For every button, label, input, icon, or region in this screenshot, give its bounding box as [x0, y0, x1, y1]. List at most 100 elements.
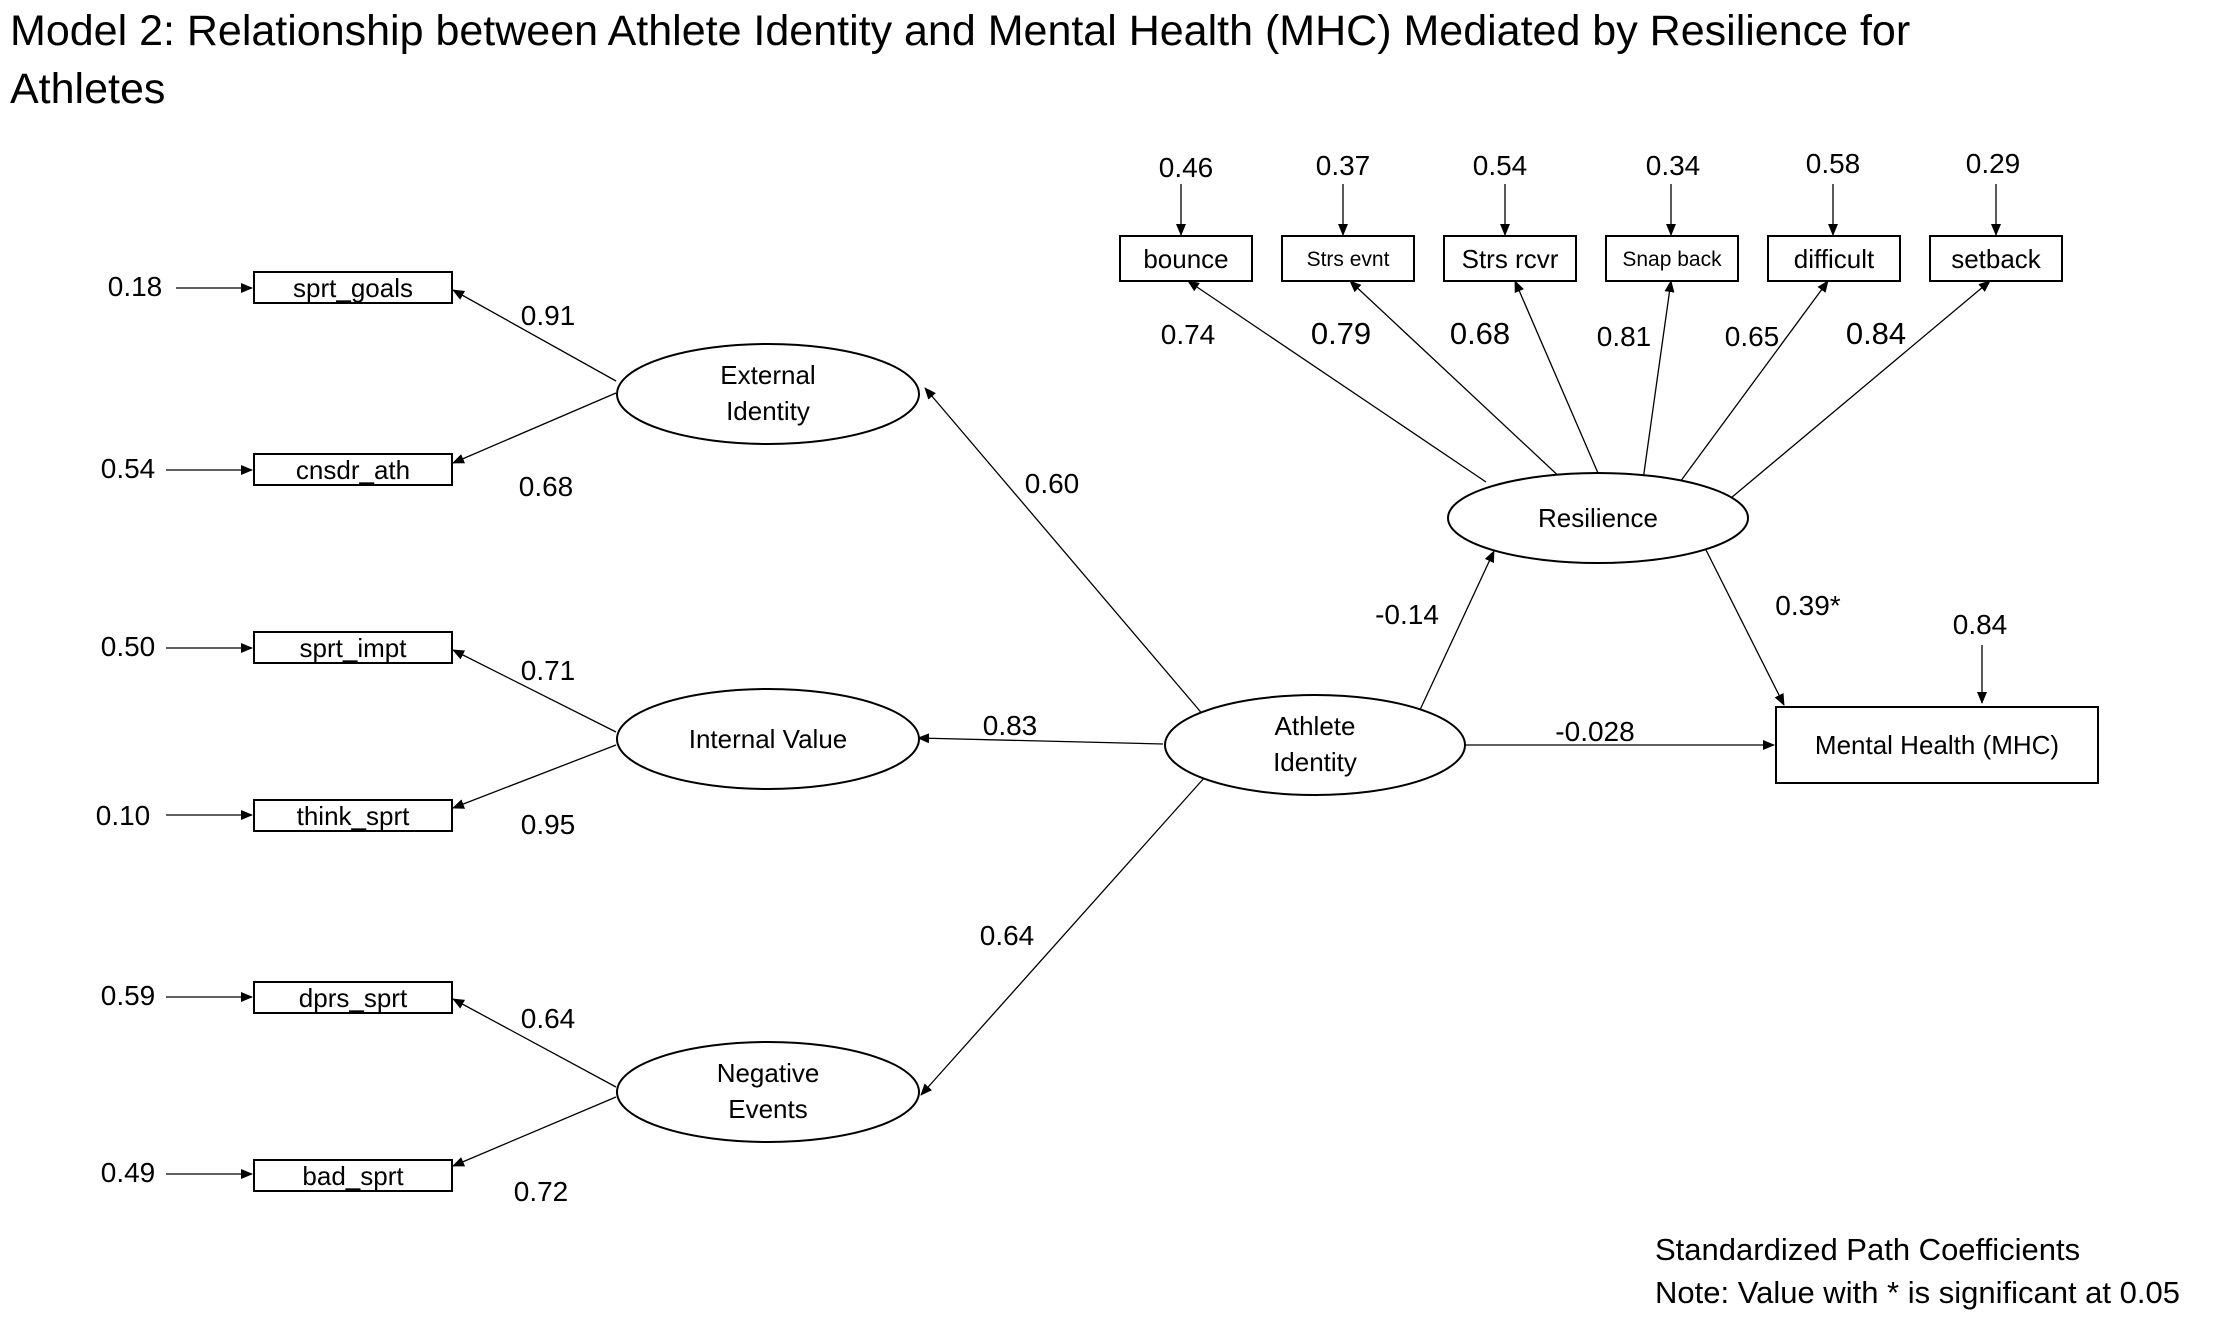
loading-value-cnsdr-ath: 0.68 — [519, 471, 574, 502]
loading-value-think-sprt: 0.95 — [521, 809, 576, 840]
latent-label-line-1: Athlete — [1275, 711, 1356, 741]
loading-value-bad-sprt: 0.72 — [514, 1176, 569, 1207]
indicator-snap-back: Snap back — [1605, 235, 1739, 282]
loading-arrow-think-sprt — [452, 744, 617, 809]
loading-arrow-snap-back — [1642, 280, 1675, 481]
error-value-cnsdr-ath: 0.54 — [101, 453, 156, 484]
latent-resilience: Resilience — [1447, 472, 1749, 564]
loading-arrow-sprt-impt — [452, 649, 617, 733]
error-value-difficult: 0.58 — [1806, 148, 1861, 179]
latent-athlete-identity: Athlete Identity — [1164, 694, 1466, 796]
loading-arrow-setback — [1724, 280, 1991, 504]
error-value-bad-sprt: 0.49 — [101, 1157, 156, 1188]
loading-arrow-bad-sprt — [452, 1096, 617, 1167]
latent-label-line-2: Events — [728, 1094, 808, 1124]
indicator-strs-rcvr: Strs rcvr — [1443, 235, 1577, 282]
indicator-cnsdr-ath: cnsdr_ath — [253, 453, 453, 486]
loading-value-setback: 0.84 — [1846, 316, 1906, 351]
indicator-sprt-impt: sprt_impt — [253, 631, 453, 664]
path-arrow-ai-internal — [917, 733, 1164, 745]
outcome-label: Mental Health (MHC) — [1815, 730, 2059, 760]
indicator-difficult: difficult — [1767, 235, 1901, 282]
mental-health-outcome: Mental Health (MHC) — [1775, 706, 2099, 784]
indicator-label: difficult — [1794, 244, 1875, 274]
latent-label-line-1: External — [720, 360, 815, 390]
path-value-ai-resilience: -0.14 — [1375, 599, 1439, 630]
latent-internal-value: Internal Value — [616, 688, 920, 790]
structural-path-labels: 0.60 0.83 0.64 -0.14 -0.028 0.39* 0.84 — [980, 468, 2008, 951]
loading-arrow-bounce — [1187, 280, 1487, 483]
loading-value-strs-rcvr: 0.68 — [1450, 316, 1510, 351]
path-value-ai-external: 0.60 — [1025, 468, 1080, 499]
indicator-think-sprt: think_sprt — [253, 799, 453, 832]
error-value-dprs-sprt: 0.59 — [101, 980, 156, 1011]
indicator-label: dprs_sprt — [299, 983, 408, 1013]
indicator-label: setback — [1951, 244, 2042, 274]
latent-label-line-2: Identity — [1273, 747, 1357, 777]
path-value-ai-negative: 0.64 — [980, 920, 1035, 951]
indicator-label: Snap back — [1622, 248, 1722, 271]
error-labels-left: 0.18 0.54 0.50 0.10 0.59 0.49 — [96, 271, 163, 1188]
path-arrow-ai-external — [924, 387, 1206, 718]
error-value-snap-back: 0.34 — [1646, 150, 1701, 181]
error-value-mhc: 0.84 — [1953, 609, 2008, 640]
path-arrow-ai-resilience — [1418, 550, 1495, 713]
error-value-sprt-impt: 0.50 — [101, 631, 156, 662]
latent-negative-events: Negative Events — [616, 1041, 920, 1143]
loading-labels-left: 0.91 0.68 0.71 0.95 0.64 0.72 — [514, 300, 576, 1207]
external-identity-indicators: sprt_goals cnsdr_ath — [253, 271, 453, 486]
latent-external-identity: External Identity — [616, 343, 920, 445]
indicator-label: sprt_impt — [300, 633, 408, 663]
path-arrow-resilience-mhc — [1704, 547, 1785, 706]
loading-value-bounce: 0.74 — [1161, 319, 1216, 350]
indicator-label: think_sprt — [297, 801, 410, 831]
title-line-1: Model 2: Relationship between Athlete Id… — [10, 7, 1911, 55]
indicator-label: bounce — [1143, 244, 1228, 274]
internal-value-indicators: sprt_impt think_sprt — [253, 631, 453, 832]
error-value-bounce: 0.46 — [1159, 152, 1214, 183]
indicator-dprs-sprt: dprs_sprt — [253, 981, 453, 1014]
loading-arrow-difficult — [1679, 280, 1829, 483]
latent-label: Internal Value — [689, 724, 848, 754]
negative-events-indicators: dprs_sprt bad_sprt — [253, 981, 453, 1192]
indicator-sprt-goals: sprt_goals — [253, 271, 453, 304]
loading-value-strs-evnt: 0.79 — [1311, 316, 1371, 351]
error-value-sprt-goals: 0.18 — [108, 271, 163, 302]
latent-label: Resilience — [1538, 503, 1658, 533]
loading-value-sprt-impt: 0.71 — [521, 655, 576, 686]
loading-arrow-dprs-sprt — [452, 998, 617, 1088]
path-value-ai-internal: 0.83 — [983, 710, 1038, 741]
path-arrow-ai-negative — [920, 776, 1206, 1096]
diagram-title: Model 2: Relationship between Athlete Id… — [10, 2, 2200, 118]
indicator-label: Strs evnt — [1307, 248, 1390, 271]
indicator-label: sprt_goals — [293, 273, 413, 303]
loading-arrow-strs-rcvr — [1514, 280, 1602, 481]
error-value-strs-evnt: 0.37 — [1316, 150, 1371, 181]
indicator-bounce: bounce — [1119, 235, 1253, 282]
path-value-ai-mhc: -0.028 — [1555, 716, 1634, 747]
loading-value-sprt-goals: 0.91 — [521, 300, 576, 331]
note-standardized: Standardized Path Coefficients — [1655, 1232, 2081, 1267]
loading-value-snap-back: 0.81 — [1597, 321, 1652, 352]
path-arrows — [166, 184, 2001, 1179]
loading-value-difficult: 0.65 — [1725, 321, 1780, 352]
indicator-label: bad_sprt — [302, 1161, 404, 1191]
resilience-indicators: bounce Strs evnt Strs rcvr Snap back dif… — [1119, 235, 2063, 282]
indicator-label: cnsdr_ath — [296, 455, 410, 485]
latent-label-line-2: Identity — [726, 396, 810, 426]
path-value-resilience-mhc: 0.39* — [1775, 590, 1840, 621]
indicator-setback: setback — [1929, 235, 2063, 282]
loading-value-dprs-sprt: 0.64 — [521, 1003, 576, 1034]
indicator-label: Strs rcvr — [1462, 244, 1559, 274]
latent-label-line-1: Negative — [717, 1058, 820, 1088]
loading-arrow-sprt-goals — [452, 289, 617, 382]
indicator-bad-sprt: bad_sprt — [253, 1159, 453, 1192]
title-line-2: Athletes — [10, 65, 166, 113]
error-value-strs-rcvr: 0.54 — [1473, 150, 1528, 181]
error-labels-top: 0.46 0.37 0.54 0.34 0.58 0.29 — [1159, 148, 2021, 183]
error-value-setback: 0.29 — [1966, 148, 2021, 179]
error-value-think-sprt: 0.10 — [96, 800, 151, 831]
loading-arrow-cnsdr-ath — [452, 392, 617, 464]
